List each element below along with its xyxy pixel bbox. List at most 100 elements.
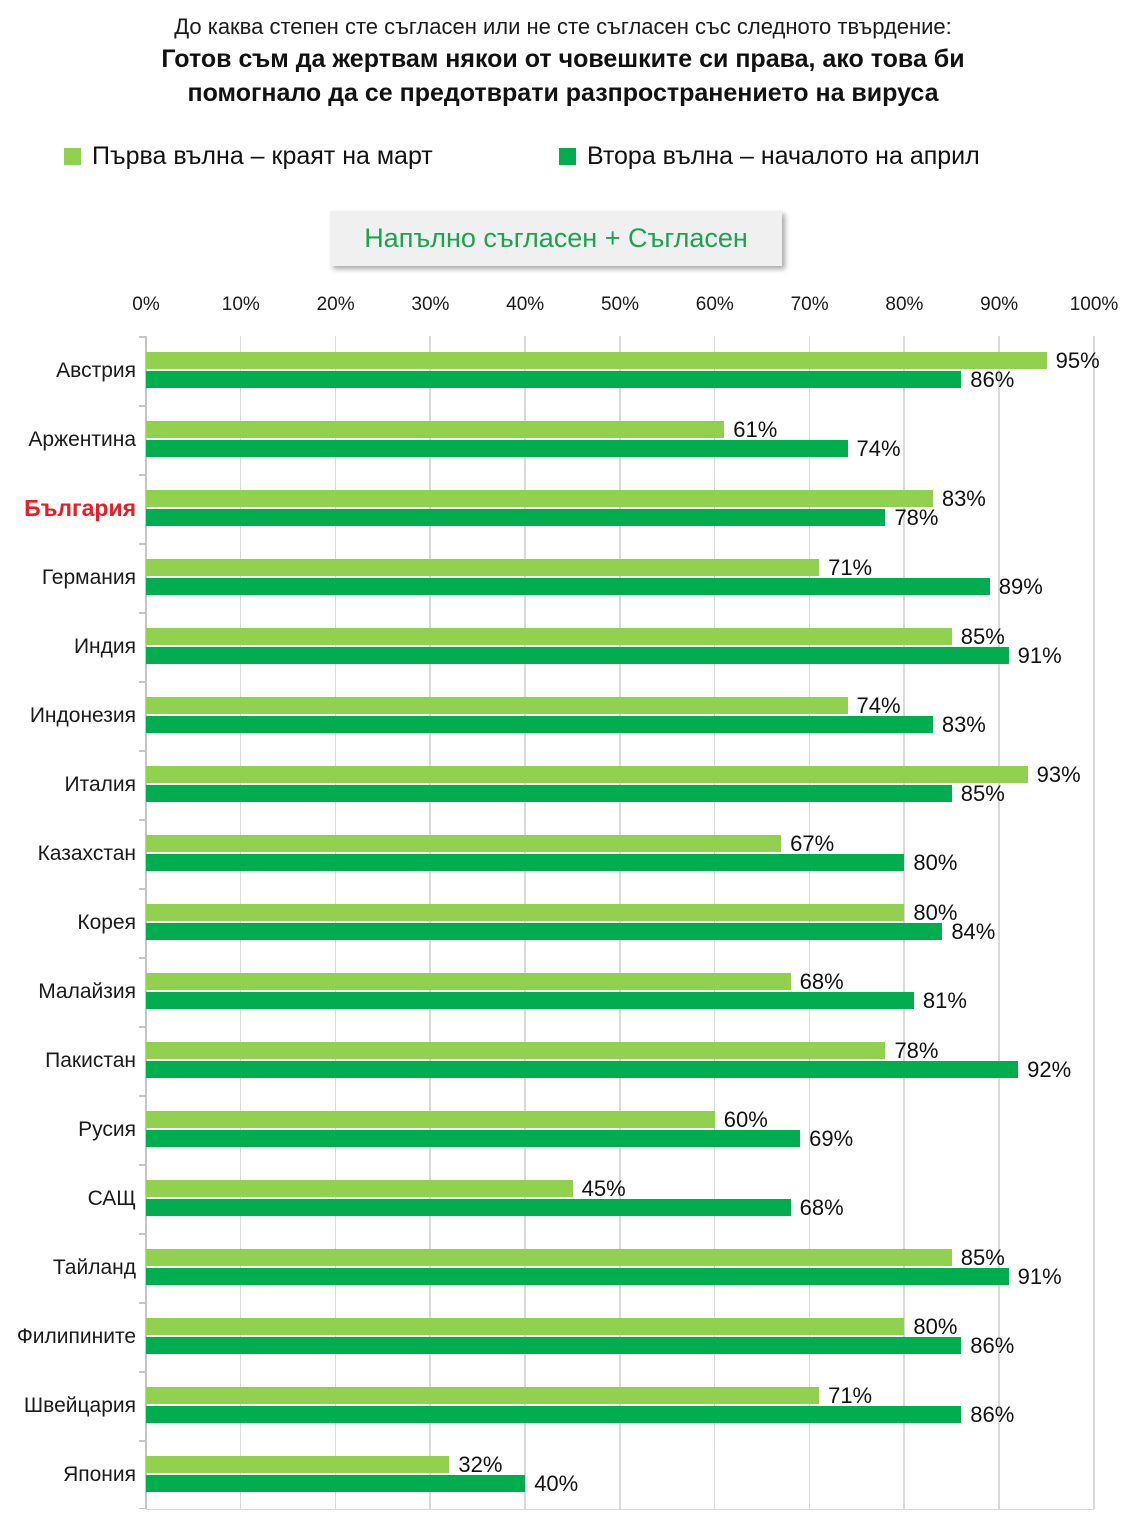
x-tick-label: 50%	[600, 294, 640, 315]
bar-wave2: 84%	[146, 919, 995, 944]
category-label: Швейцария	[23, 1393, 136, 1417]
value-label: 78%	[894, 504, 939, 530]
legend-item-wave1: Първа вълна – краят на март	[64, 142, 433, 170]
bar-wave2: 85%	[146, 781, 1005, 806]
bar-wave1: 60%	[146, 1107, 768, 1132]
x-tick-label: 70%	[790, 294, 829, 315]
bar-group: 32% 40%	[146, 1440, 1094, 1509]
axis-tick	[139, 1233, 146, 1235]
bar-wave1: 78%	[146, 1038, 938, 1063]
gridline	[334, 336, 337, 1509]
bar-group: 83% 78%	[146, 474, 1094, 543]
bar-group: 74% 83%	[146, 681, 1094, 750]
gridline	[429, 336, 431, 1509]
value-label: 78%	[894, 1037, 939, 1063]
gridlines	[145, 336, 1095, 1510]
bar-group: 85% 91%	[146, 1233, 1094, 1302]
bar-wave2: 81%	[146, 988, 967, 1013]
axis-tick	[139, 1371, 146, 1373]
bar-wave1: 80%	[146, 1314, 957, 1339]
value-label: 93%	[1036, 761, 1081, 787]
value-label: 85%	[960, 780, 1005, 806]
axis-tick	[139, 336, 146, 338]
chart-row: Тайланд 85% 91%	[0, 1233, 1126, 1302]
bar-group: 71% 89%	[146, 543, 1094, 612]
chart-rows: Австрия 95% 86% Аржентина 61% 74% България 83% 7…	[0, 336, 1126, 1509]
axis-tick	[139, 543, 146, 545]
chart-row: Индия 85% 91%	[0, 612, 1126, 681]
category-axis-ticks	[139, 336, 146, 1509]
value-label: 69%	[809, 1125, 854, 1151]
bar-chart: 0% 10% 20% 30% 40% 50% 60% 70% 80% 90% 100% Австри…	[0, 294, 1126, 1510]
bar-group: 61% 74%	[146, 405, 1094, 474]
value-label: 32%	[458, 1451, 503, 1477]
value-label: 91%	[1017, 642, 1062, 668]
bar-wave1: 67%	[146, 831, 834, 856]
bar-wave1: 61%	[146, 417, 777, 442]
bar-wave2: 40%	[146, 1471, 578, 1496]
bar-wave2: 80%	[146, 850, 957, 875]
axis-tick	[139, 750, 146, 752]
bar-wave2: 89%	[146, 574, 1043, 599]
category-label: САЩ	[87, 1186, 136, 1210]
value-label: 86%	[970, 366, 1015, 392]
category-label: Тайланд	[52, 1255, 136, 1279]
x-tick-label: 60%	[695, 294, 734, 315]
bar-wave1: 74%	[146, 693, 901, 718]
value-label: 71%	[828, 1382, 873, 1408]
value-label: 84%	[951, 918, 996, 944]
value-label: 61%	[733, 416, 778, 442]
gridline	[524, 336, 526, 1509]
chart-row: Русия 60% 69%	[0, 1095, 1126, 1164]
axis-tick	[139, 1164, 146, 1166]
legend-swatch-wave1-icon	[64, 147, 81, 165]
bar-group: 68% 81%	[146, 957, 1094, 1026]
bar-wave2: 83%	[146, 712, 986, 737]
gridline	[713, 336, 716, 1509]
category-label: Аржентина	[28, 427, 136, 451]
x-tick-label: 100%	[1069, 294, 1119, 315]
value-label: 85%	[960, 623, 1005, 649]
category-label: Германия	[41, 565, 136, 589]
category-label: Малайзия	[38, 979, 136, 1003]
value-label: 86%	[970, 1401, 1015, 1427]
value-label: 68%	[799, 968, 844, 994]
value-label: 86%	[970, 1332, 1015, 1358]
bar-group: 80% 86%	[146, 1302, 1094, 1371]
chart-row: Швейцария 71% 86%	[0, 1371, 1126, 1440]
category-label: Индия	[73, 634, 136, 658]
value-label: 71%	[828, 554, 873, 580]
axis-tick	[139, 1507, 146, 1509]
x-tick-label: 10%	[221, 294, 260, 315]
category-label: Казахстан	[37, 841, 136, 865]
legend-swatch-wave2-icon	[559, 147, 576, 165]
category-label: Австрия	[56, 358, 136, 382]
chart-row: Аржентина 61% 74%	[0, 405, 1126, 474]
survey-statement-line1: Готов съм да жертвам някои от човешките …	[161, 45, 965, 73]
category-label: Русия	[78, 1117, 136, 1141]
chart-row: Корея 80% 84%	[0, 888, 1126, 957]
value-label: 74%	[856, 692, 901, 718]
value-label: 40%	[534, 1470, 579, 1496]
value-label: 83%	[941, 711, 986, 737]
value-label: 80%	[913, 899, 958, 925]
axis-tick	[139, 1095, 146, 1097]
value-label: 91%	[1017, 1263, 1062, 1289]
bar-wave2: 86%	[146, 1333, 1014, 1358]
chart-row: Индонезия 74% 83%	[0, 681, 1126, 750]
bar-wave2: 86%	[146, 1402, 1014, 1427]
gridline	[998, 336, 1000, 1509]
category-label: Корея	[77, 910, 136, 934]
chart-row: Австрия 95% 86%	[0, 336, 1126, 405]
axis-tick	[139, 957, 146, 959]
value-label: 89%	[998, 573, 1043, 599]
bar-group: 71% 86%	[146, 1371, 1094, 1440]
x-tick-label: 90%	[980, 294, 1019, 315]
x-tick-label: 40%	[506, 294, 545, 315]
legend-item-wave2: Втора вълна – началото на април	[559, 142, 980, 170]
bar-wave1: 68%	[146, 969, 844, 994]
value-label: 45%	[581, 1175, 626, 1201]
value-label: 95%	[1055, 347, 1100, 373]
survey-statement-line2: помогнало да се предотврати разпростране…	[187, 79, 939, 107]
